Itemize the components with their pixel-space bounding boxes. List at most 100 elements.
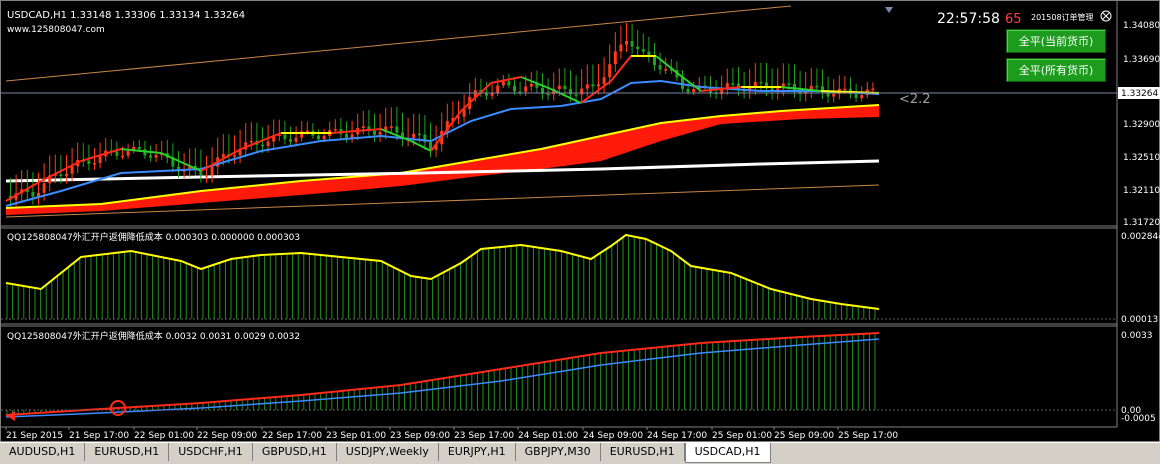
indicator-2-scale-mid: 0.00 [1121, 406, 1141, 416]
price-tick: 1.31720 [1123, 218, 1160, 228]
chart-tab[interactable]: USDCAD,H1 [684, 443, 771, 463]
candle-body [765, 82, 768, 89]
candle-body [277, 134, 281, 136]
ma-hull-segment [40, 160, 82, 182]
candle-body [205, 174, 208, 177]
ma-hull-segment [780, 86, 822, 92]
candle-body [14, 193, 18, 200]
chart-tab[interactable]: EURUSD,H1 [601, 443, 685, 461]
candle-body [300, 131, 304, 138]
candle-body [457, 116, 460, 119]
time-tick: 25 Sep 17:00 [838, 431, 898, 441]
ma-hull-segment [380, 128, 412, 142]
candle-body [809, 85, 813, 91]
time-tick: 23 Sep 09:00 [390, 431, 450, 441]
indicator-2-histogram [5, 332, 880, 418]
bar-countdown: 65 [1005, 12, 1022, 27]
ma-hull-segment [610, 55, 632, 82]
candle-body [378, 131, 382, 135]
ma-hull-segment [520, 76, 552, 90]
candle-body [345, 133, 348, 138]
website-label: www.125808047.com [7, 25, 105, 35]
time-tick: 21 Sep 17:00 [69, 431, 129, 441]
ma-ribbon [5, 104, 880, 215]
time-tick: 23 Sep 01:00 [326, 431, 386, 441]
candle-body [585, 84, 589, 89]
candle-body [574, 94, 578, 96]
ma-hull-segment [5, 180, 42, 202]
candle-body [854, 94, 858, 98]
close-current-currency-button[interactable]: 全平(当前货币) [1006, 29, 1106, 53]
indicator-2-scale-bottom: -0.0005 [1121, 414, 1156, 424]
price-tick: 1.34080 [1123, 21, 1160, 31]
ma-hull-segment [80, 148, 122, 162]
server-clock: 22:57:58 [937, 11, 1000, 27]
ma-hull-segment [240, 132, 282, 150]
candle-body [580, 88, 584, 95]
candle-body [608, 64, 612, 78]
ma-hull-segment [200, 148, 242, 172]
candle-body [602, 77, 606, 85]
ma-hull-segment [490, 76, 522, 84]
time-tick: 24 Sep 01:00 [518, 431, 578, 441]
chart-tab[interactable]: USDJPY,Weekly [337, 443, 439, 461]
candle-body [401, 132, 404, 139]
price-axis[interactable]: 1.34080 1.33690 1.33264 1.32900 1.32510 … [1118, 21, 1160, 228]
candle-body [249, 140, 253, 143]
time-axis[interactable]: 21 Sep 2015 21 Sep 17:00 22 Sep 01:00 22 Se… [5, 427, 898, 441]
candle-body [496, 85, 500, 94]
candle-body [681, 77, 684, 89]
ma-yellow-line [5, 104, 880, 209]
candle-body [636, 46, 640, 50]
candle-body [529, 83, 533, 87]
candle-body [87, 160, 91, 164]
indicator-1-label: QQ125808047外汇开户返佣降低成本 0.000303 0.000000 … [7, 231, 300, 243]
chart-tab[interactable]: EURUSD,H1 [85, 443, 170, 461]
candle-body [423, 134, 427, 143]
candle-body [658, 65, 662, 70]
chart-canvas[interactable]: USDCAD,H1 1.33148 1.33306 1.33134 1.3326… [1, 1, 1160, 443]
close-all-currencies-button[interactable]: 全平(所有货币) [1006, 58, 1106, 82]
start-arrow-icon [7, 411, 15, 421]
ma-hull-segment [410, 140, 432, 152]
candle-body [871, 88, 875, 91]
candle-body [238, 149, 242, 156]
candle-body [48, 175, 52, 184]
time-tick: 24 Sep 09:00 [583, 431, 643, 441]
candle-body [121, 155, 124, 158]
chart-tab[interactable]: GBPJPY,M30 [516, 443, 601, 461]
shift-marker-icon[interactable] [885, 7, 893, 13]
ma-hull-segment [430, 110, 462, 152]
candle-body [720, 88, 724, 95]
candle-body [692, 89, 696, 93]
close-panel-icon[interactable] [1100, 10, 1112, 22]
candle-body [98, 156, 102, 163]
time-tick: 24 Sep 17:00 [647, 431, 707, 441]
time-tick: 25 Sep 09:00 [774, 431, 834, 441]
chart-tab[interactable]: EURJPY,H1 [439, 443, 516, 461]
time-tick: 23 Sep 17:00 [454, 431, 514, 441]
candle-body [317, 135, 320, 140]
candle-body [429, 142, 432, 150]
chart-window[interactable]: USDCAD,H1 1.33148 1.33306 1.33134 1.3326… [0, 0, 1160, 442]
channel-upper-line [5, 5, 792, 82]
chart-tab[interactable]: GBPUSD,H1 [253, 443, 337, 461]
candle-body [412, 133, 416, 138]
chart-tab[interactable]: AUDUSD,H1 [0, 443, 86, 461]
candle-body [770, 88, 774, 92]
candle-body [59, 174, 63, 176]
candle-body [557, 85, 561, 89]
ma-hull-segment [680, 75, 702, 92]
candle-body [664, 69, 668, 71]
candle-body [126, 151, 130, 156]
candle-body [373, 130, 376, 135]
candle-body [143, 149, 147, 156]
candle-body [154, 154, 158, 158]
candle-body [188, 165, 192, 170]
candle-body [31, 192, 35, 197]
chart-tab[interactable]: USDCHF,H1 [169, 443, 253, 461]
candle-body [731, 83, 735, 85]
candle-body [686, 88, 690, 93]
candle-body [524, 86, 528, 92]
